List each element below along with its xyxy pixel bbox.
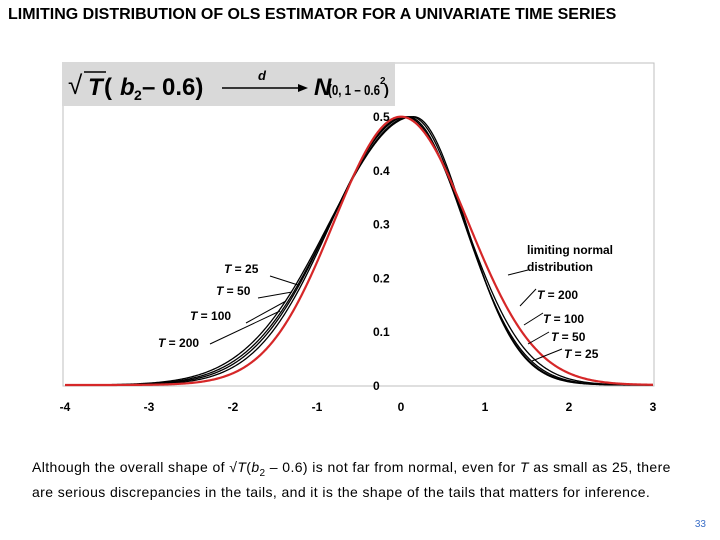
x-tick-label: -1	[312, 400, 323, 414]
caption: Although the overall shape of √T(b2 – 0.…	[32, 458, 692, 502]
y-tick-label: 0.1	[373, 325, 390, 339]
formula-d: d	[258, 68, 267, 83]
leader-line	[209, 310, 281, 345]
curve-label-right: T = 25	[564, 347, 599, 361]
caption-T2: T	[520, 459, 529, 475]
formula-svg: √ T ( b 2 – 0.6) d N (0, 1 – 0.6 2 )	[68, 68, 389, 103]
curve-label-right: T = 50	[551, 330, 586, 344]
x-tick-label: 2	[566, 400, 573, 414]
curve-label-left: T = 100	[190, 309, 231, 323]
curve-label-right: T = 200	[537, 288, 578, 302]
x-tick-label: -3	[144, 400, 155, 414]
x-tick-label: -2	[228, 400, 239, 414]
x-tick-label: 1	[482, 400, 489, 414]
formula-box: √ T ( b 2 – 0.6) d N (0, 1 – 0.6 2 )	[62, 62, 395, 106]
curve-label-left: T = 200	[158, 336, 199, 350]
formula-open: (	[104, 74, 112, 101]
page-number: 33	[694, 519, 706, 530]
formula-sub: 2	[134, 87, 142, 103]
limiting-normal-label: distribution	[527, 260, 593, 274]
slide-title: LIMITING DISTRIBUTION OF OLS ESTIMATOR F…	[8, 6, 617, 23]
formula-b: b	[120, 74, 135, 101]
formula-sqrt: √	[68, 70, 83, 100]
y-tick-label: 0.2	[373, 271, 390, 285]
caption-sub: 2	[259, 467, 266, 479]
formula-close: )	[384, 82, 389, 99]
leader-line	[507, 269, 529, 276]
limiting-normal-label: limiting normal	[527, 243, 613, 257]
formula-sup: 2	[380, 76, 386, 87]
leader-line	[245, 300, 287, 324]
caption-part1: Although the overall shape of √	[32, 459, 238, 475]
caption-b: b	[251, 459, 260, 475]
leader-line	[527, 331, 550, 345]
curve-label-right: T = 100	[543, 312, 584, 326]
formula-N: N	[314, 74, 332, 101]
y-tick-label: 0.3	[373, 218, 390, 232]
formula-args: (0, 1 – 0.6	[328, 82, 380, 99]
x-tick-label: 3	[650, 400, 657, 414]
y-tick-label: 0.4	[373, 164, 390, 178]
caption-part3: – 0.6) is not far from normal, even for	[265, 459, 520, 475]
leader-line	[257, 291, 293, 299]
leader-line	[519, 288, 537, 307]
y-tick-label: 0.5	[373, 110, 390, 124]
curve-label-left: T = 25	[224, 262, 259, 276]
caption-part2: (	[246, 459, 252, 475]
formula-T: T	[88, 74, 105, 101]
caption-T1: T	[237, 459, 247, 475]
curve-label-left: T = 50	[216, 284, 251, 298]
y-tick-label: 0	[373, 379, 380, 393]
leader-line	[269, 275, 299, 286]
x-tick-label: 0	[398, 400, 405, 414]
x-tick-label: -4	[60, 400, 71, 414]
formula-minus: – 0.6)	[142, 74, 203, 101]
caption-part4: as small as 25, there are serious discre…	[32, 459, 671, 500]
leader-line	[523, 312, 544, 326]
leader-line	[531, 348, 563, 362]
series-line-limiting-normal-distribution	[65, 115, 654, 387]
